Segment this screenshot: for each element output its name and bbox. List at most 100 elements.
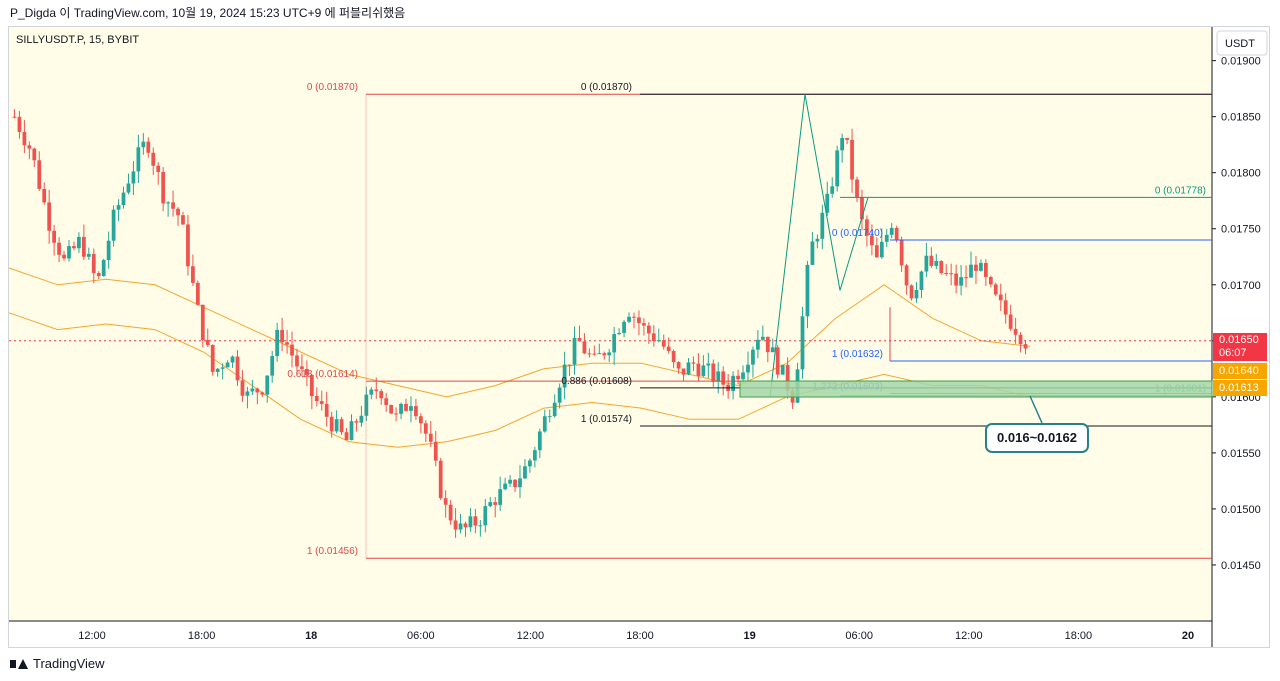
candle-body: [567, 364, 572, 366]
y-tick-label: 0.01750: [1221, 224, 1261, 236]
candle-body: [770, 347, 775, 353]
currency-button[interactable]: [1216, 30, 1268, 56]
candle-body: [86, 253, 91, 257]
candle-body: [275, 329, 280, 357]
x-tick-label: 06:00: [845, 630, 873, 642]
candle-body: [389, 405, 394, 414]
symbol-label[interactable]: SILLYUSDT.P, 15, BYBIT: [16, 34, 140, 46]
candle-body: [870, 235, 874, 246]
candle-body: [582, 341, 587, 354]
candle-body: [805, 264, 810, 317]
y-tick-label: 0.01550: [1221, 448, 1261, 460]
candle-body: [889, 227, 894, 235]
candle-body: [17, 116, 22, 132]
candle-body: [627, 316, 631, 322]
candle-body: [260, 392, 265, 395]
candle-body: [498, 489, 503, 505]
candle-body: [463, 523, 468, 528]
candle-body: [354, 421, 359, 423]
candle-body: [979, 262, 983, 271]
candle-body: [369, 389, 374, 395]
x-tick-label: 18:00: [188, 630, 216, 642]
candle-body: [126, 183, 131, 193]
zone-callout[interactable]: 0.016~0.0162: [985, 423, 1089, 453]
candle-body: [111, 209, 116, 241]
candle-body: [91, 253, 96, 274]
candle-body: [339, 419, 344, 433]
candle-body: [364, 394, 369, 416]
candle-body: [181, 215, 185, 225]
candle-body: [518, 478, 522, 488]
candle-body: [840, 137, 845, 151]
y-tick-label: 0.01850: [1221, 112, 1261, 124]
x-tick-label: 06:00: [407, 630, 435, 642]
candle-body: [205, 340, 210, 346]
candle-body: [874, 245, 879, 258]
fib-level-label: 1 (0.01574): [581, 414, 632, 425]
tradingview-logo-icon: [10, 658, 28, 670]
candle-body: [300, 366, 304, 369]
candle-body: [314, 396, 319, 402]
candle-body: [661, 340, 666, 347]
candle-body: [32, 148, 37, 161]
candle-body: [860, 197, 864, 220]
candle-body: [607, 352, 612, 356]
candle-body: [290, 344, 294, 356]
candle-body: [617, 332, 621, 335]
candle-body: [344, 432, 349, 440]
candle-body: [954, 273, 959, 286]
candle-body: [552, 402, 557, 417]
candle-body: [850, 139, 854, 180]
candle-body: [899, 240, 904, 266]
candle-body: [67, 246, 71, 259]
footer-brand-text: TradingView: [33, 656, 105, 671]
candle-body: [334, 419, 339, 432]
candle-body: [637, 317, 641, 324]
x-tick-label: 18: [305, 630, 317, 642]
candle-body: [384, 398, 389, 406]
candle-body: [468, 516, 473, 528]
candle-body: [711, 363, 716, 382]
candle-body: [656, 340, 661, 342]
candle-body: [438, 460, 443, 499]
footer-brand[interactable]: TradingView: [10, 654, 105, 674]
candle-body: [562, 364, 567, 388]
fib-level-label: 0.618 (0.01614): [287, 369, 358, 380]
candle-body: [280, 329, 284, 343]
chart-frame[interactable]: [8, 26, 1270, 648]
price-tag-upper-band: 0.01640: [1213, 363, 1267, 379]
candle-body: [230, 356, 235, 363]
publish-caption: P_Digda 이 TradingView.com, 10월 19, 2024 …: [10, 6, 406, 20]
candle-body: [736, 375, 740, 380]
fib-level-label: 1 (0.01456): [307, 546, 358, 557]
candle-body: [597, 353, 602, 355]
candle-body: [1018, 334, 1023, 345]
candle-body: [642, 323, 646, 326]
fib-level-label: 0 (0.01870): [581, 82, 632, 93]
candle-body: [448, 504, 453, 521]
plot-area[interactable]: [9, 27, 1212, 621]
candle-body: [47, 202, 52, 231]
candle-body: [151, 152, 156, 166]
candle-body: [612, 334, 617, 353]
candle-body: [404, 403, 408, 411]
support-zone[interactable]: [739, 380, 1213, 398]
candle-body: [329, 416, 334, 432]
candle-body: [176, 208, 180, 216]
candle-body: [681, 368, 686, 375]
candle-body: [800, 316, 805, 370]
callout-pointer: [1029, 395, 1043, 424]
candle-body: [210, 345, 215, 372]
candle-body: [706, 363, 711, 366]
candle-body: [974, 264, 978, 271]
candle-body: [731, 375, 735, 391]
candle-body: [830, 186, 835, 194]
candle-body: [96, 273, 101, 277]
candle-body: [250, 388, 255, 392]
candle-body: [443, 498, 448, 505]
candle-body: [379, 391, 384, 399]
candle-body: [156, 165, 161, 172]
candle-body: [483, 506, 488, 526]
candle-body: [572, 337, 577, 365]
